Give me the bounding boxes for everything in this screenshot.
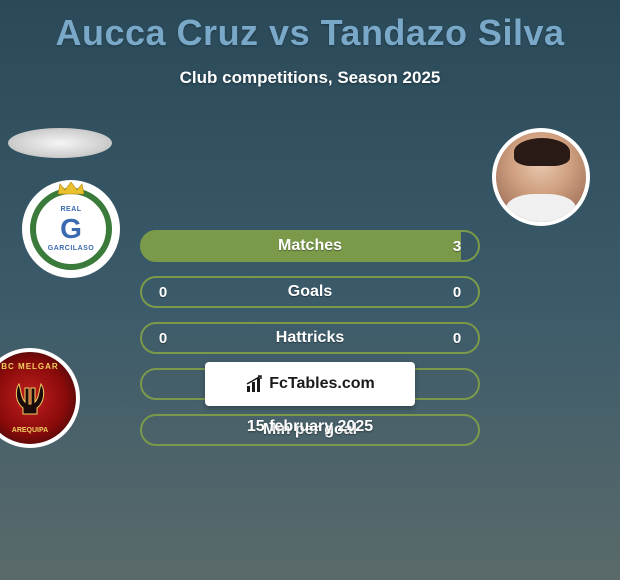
team-left-top-text: REAL	[60, 206, 81, 213]
player-left-avatar	[8, 128, 112, 158]
stat-left-value: 0	[156, 330, 170, 347]
team-right-top-text: BC MELGAR	[1, 362, 58, 371]
crown-icon	[56, 182, 86, 196]
stat-right-value: 0	[450, 284, 464, 301]
stat-label: Matches	[278, 237, 342, 255]
brand-logo[interactable]: FcTables.com	[205, 362, 415, 406]
stat-row: Matches 3	[140, 230, 480, 262]
stat-label: Hattricks	[276, 329, 344, 347]
stat-left-value: 0	[156, 284, 170, 301]
comparison-date: 15 february 2025	[0, 418, 620, 436]
page-title: Aucca Cruz vs Tandazo Silva	[0, 0, 620, 54]
lyre-icon	[13, 380, 47, 418]
stat-row: 0 Hattricks 0	[140, 322, 480, 354]
stat-row: 0 Goals 0	[140, 276, 480, 308]
subtitle: Club competitions, Season 2025	[0, 68, 620, 88]
bar-chart-icon	[245, 374, 265, 394]
team-left-badge: REAL G GARCILASO	[22, 180, 120, 278]
team-left-letter: G	[60, 213, 82, 245]
team-left-bottom-text: GARCILASO	[48, 245, 95, 252]
stat-right-value: 0	[450, 330, 464, 347]
brand-name: FcTables.com	[269, 375, 375, 393]
stat-label: Goals	[288, 283, 332, 301]
player-right-avatar	[492, 128, 590, 226]
stat-right-value: 3	[450, 238, 464, 255]
